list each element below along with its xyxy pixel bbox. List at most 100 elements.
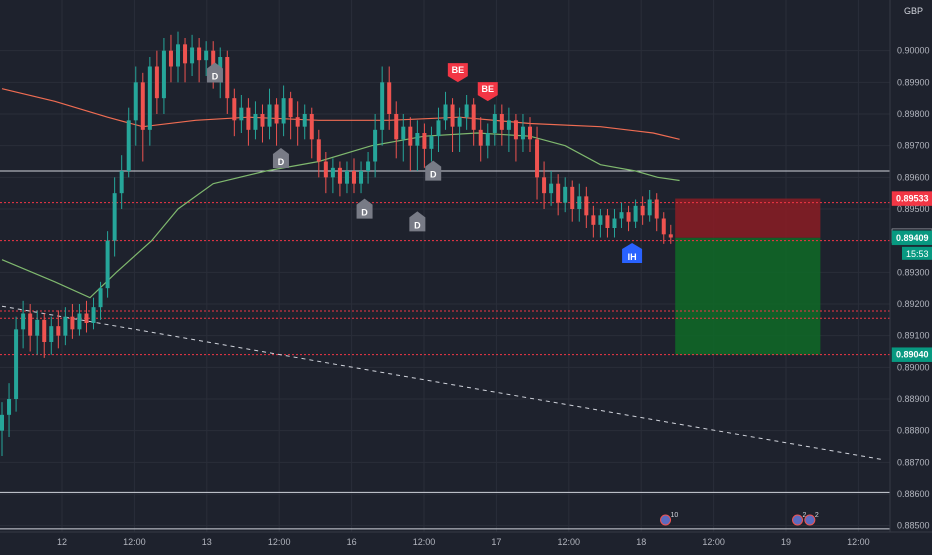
candle-body xyxy=(84,313,89,323)
candle-body xyxy=(288,98,293,118)
price-badge[interactable] xyxy=(891,347,932,362)
price-tick-label: 0.89000 xyxy=(897,362,930,372)
price-tick-label: 0.89800 xyxy=(897,109,930,119)
price-tick-label: 0.88900 xyxy=(897,394,930,404)
time-tick-label: 13 xyxy=(202,537,212,547)
candle-body xyxy=(352,171,356,184)
candle-body xyxy=(640,205,645,216)
candle-body xyxy=(140,82,145,130)
candle-body xyxy=(535,139,540,178)
candle-body xyxy=(619,212,624,219)
marker-label: D xyxy=(430,170,437,180)
candle-body xyxy=(612,218,617,228)
candle-body xyxy=(528,126,532,140)
candle-body xyxy=(344,171,349,184)
event-icon xyxy=(792,514,804,526)
candle-body xyxy=(91,307,96,323)
event-marker[interactable]: 2 xyxy=(804,512,819,526)
candle-body xyxy=(492,114,497,133)
price-badge-label: 0.89409 xyxy=(896,233,929,243)
marker-label: D xyxy=(278,157,285,167)
marker-shape xyxy=(477,82,498,102)
signal-marker[interactable]: D xyxy=(206,62,223,83)
signal-marker[interactable]: D xyxy=(272,148,289,168)
event-count: 2 xyxy=(803,512,807,519)
candle-body xyxy=(415,133,420,146)
price-tick-label: 0.88700 xyxy=(897,457,930,467)
time-tick-label: 17 xyxy=(491,537,501,547)
candle-body xyxy=(133,82,138,121)
candle-body xyxy=(274,104,279,124)
price-badge-label: 0.89533 xyxy=(896,194,929,204)
candle-body xyxy=(330,167,335,178)
candle-body xyxy=(366,161,371,171)
candle-body xyxy=(647,199,652,216)
countdown-badge xyxy=(902,246,932,260)
price-tick-label: 0.89600 xyxy=(897,172,930,182)
candle-body xyxy=(253,114,258,130)
candle-body xyxy=(309,114,314,140)
take-profit-zone[interactable] xyxy=(675,237,821,355)
moving-averages xyxy=(1,88,680,299)
event-marker[interactable]: 10 xyxy=(660,512,679,526)
position-tool[interactable] xyxy=(675,198,821,355)
candle-body xyxy=(14,329,19,399)
horizontal-lines[interactable] xyxy=(0,170,890,530)
signal-marker[interactable]: BE xyxy=(447,63,468,83)
candle-body xyxy=(197,47,202,61)
candle-body xyxy=(260,114,265,127)
event-marker[interactable]: 2 xyxy=(792,512,807,526)
candle-body xyxy=(225,57,230,99)
candle-body xyxy=(49,326,54,342)
signal-marker[interactable]: BE xyxy=(477,82,498,102)
event-icon xyxy=(660,514,672,526)
signal-marker[interactable]: D xyxy=(425,160,442,181)
time-tick-label: 12:00 xyxy=(413,537,436,547)
marker-label: IH xyxy=(628,252,637,262)
candle-body xyxy=(380,82,385,130)
candle-body xyxy=(577,196,582,209)
candle-body xyxy=(429,136,434,149)
economic-events[interactable]: 10 2 2 xyxy=(660,512,819,526)
time-tick-label: 12:00 xyxy=(123,537,146,547)
trendline-line[interactable] xyxy=(1,305,883,460)
candle-body xyxy=(359,171,364,184)
time-tick-label: 12:00 xyxy=(558,537,581,547)
price-badge[interactable] xyxy=(891,230,932,246)
signal-markers[interactable]: D D D D D BE BE IH xyxy=(206,62,643,264)
signal-marker[interactable]: D xyxy=(409,211,426,232)
candle-body xyxy=(408,126,413,146)
signal-marker[interactable]: D xyxy=(356,198,373,219)
candle-body xyxy=(154,66,159,99)
candle-body xyxy=(337,167,342,184)
candle-body xyxy=(387,82,392,114)
price-tick-label: 0.89300 xyxy=(897,267,930,277)
price-axis[interactable]: GBP 0.90000 0.89900 0.89800 0.89700 0.89600 0… xyxy=(889,0,932,532)
time-tick-label: 16 xyxy=(347,537,357,547)
candle-body xyxy=(161,50,166,99)
signal-marker[interactable]: IH xyxy=(622,243,643,263)
candle-body xyxy=(28,313,33,336)
stop-loss-zone[interactable] xyxy=(675,198,821,238)
candle-body xyxy=(401,126,406,140)
candle-body xyxy=(457,117,462,127)
candle-body xyxy=(513,120,518,140)
price-tick-label: 0.89500 xyxy=(897,204,930,214)
price-tick-label: 0.89900 xyxy=(897,77,930,87)
candle-body xyxy=(563,186,568,203)
time-axis[interactable]: 12 12:00 13 12:00 16 12:00 17 12:00 18 12:00 19 12:… xyxy=(0,531,932,547)
candle-body xyxy=(499,114,504,130)
candle-body xyxy=(591,215,596,225)
time-tick-label: 12:00 xyxy=(702,537,725,547)
candle-body xyxy=(478,129,483,146)
candle-body xyxy=(373,129,378,162)
price-tick-label: 0.88600 xyxy=(897,489,930,499)
candle-body xyxy=(98,288,103,308)
price-badge[interactable] xyxy=(891,191,932,206)
candle-body xyxy=(598,215,603,225)
trendline[interactable] xyxy=(1,305,883,460)
marker-label: D xyxy=(414,220,421,230)
marker-shape xyxy=(272,148,289,168)
